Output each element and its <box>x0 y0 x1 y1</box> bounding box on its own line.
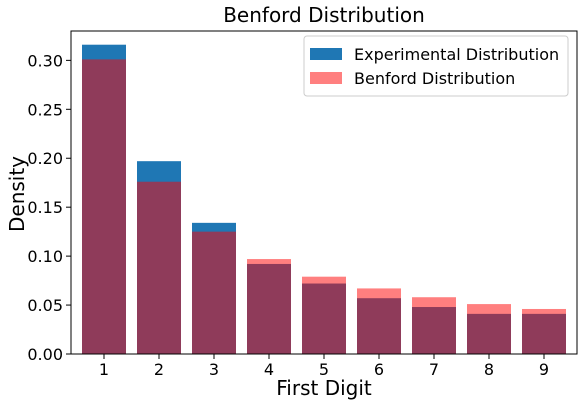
y-tick-label-0.00: 0.00 <box>27 345 63 364</box>
bar-series2-digit-3 <box>192 231 236 354</box>
x-tick-label-4: 4 <box>264 360 274 379</box>
x-tick-label-8: 8 <box>484 360 494 379</box>
x-tick-label-9: 9 <box>539 360 549 379</box>
y-axis-label: Density <box>5 156 29 232</box>
x-tick-label-7: 7 <box>429 360 439 379</box>
y-tick-label-0.15: 0.15 <box>27 198 63 217</box>
y-tick-label-0.20: 0.20 <box>27 149 63 168</box>
bar-series2-digit-6 <box>357 288 401 354</box>
y-tick-label-0.05: 0.05 <box>27 296 63 315</box>
bar-series2-digit-5 <box>302 276 346 354</box>
series-2 <box>82 59 566 354</box>
x-tick-label-1: 1 <box>99 360 109 379</box>
chart-title: Benford Distribution <box>223 3 425 27</box>
y-tick-label-0.25: 0.25 <box>27 100 63 119</box>
x-axis-label: First Digit <box>276 376 372 400</box>
bar-series2-digit-8 <box>467 304 511 354</box>
legend-swatch-1 <box>310 48 342 60</box>
bar-series2-digit-1 <box>82 59 126 354</box>
bar-series2-digit-9 <box>522 308 566 354</box>
legend-box <box>303 35 569 97</box>
x-tick-label-3: 3 <box>209 360 219 379</box>
x-tick-label-2: 2 <box>154 360 164 379</box>
y-tick-label-0.30: 0.30 <box>27 51 63 70</box>
bar-series2-digit-4 <box>247 259 291 354</box>
legend-label-2: Benford Distribution <box>354 69 515 88</box>
legend-label-1: Experimental Distribution <box>354 45 559 64</box>
bar-series2-digit-7 <box>412 297 456 354</box>
plot-area: 1 2 3 4 5 6 7 8 9 0.00 0.05 0.10 0.15 0.20 0.25 0.30 <box>27 30 578 379</box>
y-tick-label-0.10: 0.10 <box>27 247 63 266</box>
legend: Experimental Distribution Benford Distrib… <box>303 35 569 97</box>
legend-swatch-2 <box>310 72 342 84</box>
x-tick-label-6: 6 <box>374 360 384 379</box>
bar-series2-digit-2 <box>137 181 181 354</box>
x-tick-label-5: 5 <box>319 360 329 379</box>
